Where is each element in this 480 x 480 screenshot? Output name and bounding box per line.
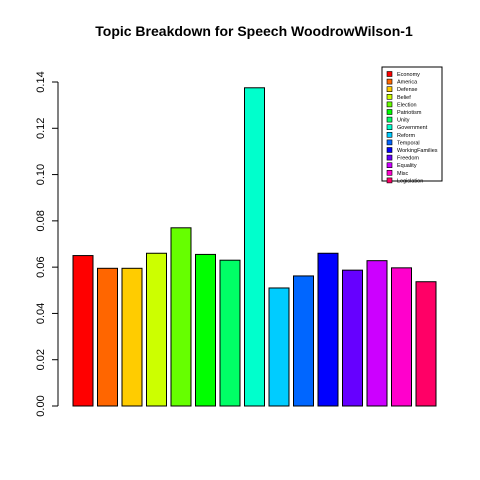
bar-workingfamilies [317,252,339,407]
bar-reform [268,287,290,407]
legend-label: Unity [397,118,410,124]
y-tick-label: 0.12 [35,118,47,139]
legend-label: WorkingFamilies [397,148,438,154]
chart-title: Topic Breakdown for Speech WoodrowWilson… [95,23,413,39]
bar-defense [121,267,143,407]
legend-label: Defense [397,87,418,93]
y-tick-label: 0.06 [35,256,47,277]
y-tick-label: 0.04 [35,303,47,324]
legend-swatch [386,109,393,115]
bars [72,87,437,407]
legend-label: Temporal [397,140,420,146]
bar-equality [366,260,388,407]
bar-election [170,227,192,407]
legend-label: Belief [397,95,411,101]
legend-swatch [386,94,393,100]
legend-swatch [386,154,393,161]
legend-swatch [386,162,393,168]
legend-label: Reform [397,133,415,139]
legend-box [381,66,443,182]
legend-swatch [386,78,393,85]
legend-swatch [386,170,393,176]
bar-misc [391,267,412,407]
y-tick-label: 0.02 [35,349,47,370]
legend-swatch [386,86,393,92]
bar-temporal [293,275,314,407]
legend-swatch [386,101,393,108]
y-tick-label: 0.14 [35,71,47,92]
bar-freedom [342,269,363,407]
y-tick-label: 0.00 [35,395,47,416]
legend-label: Equality [397,163,417,169]
legend-label: Misc [397,171,409,177]
bar-government [244,87,265,407]
legend-label: Government [397,125,428,131]
legend-swatch [386,132,393,138]
bar-belief [146,252,167,407]
y-tick-label: 0.10 [35,164,47,185]
legend-swatch [386,71,393,77]
bar-legislation [415,281,437,407]
legend-label: Election [397,102,417,108]
legend-swatch [386,147,393,153]
y-axis: 0.00 0.02 0.04 0.06 0.08 0.10 0.12 0.14 [35,71,59,417]
legend-swatch [386,116,393,123]
y-tick-label: 0.08 [35,210,47,231]
legend-swatch [386,177,393,184]
legend-swatch [386,124,393,130]
legend-label: Freedom [397,156,419,162]
legend-label: Economy [397,72,420,78]
bar-economy [72,255,94,407]
bar-america [97,267,118,407]
legend-label: Legislation [397,178,423,184]
legend-label: America [397,80,418,86]
bar-unity [219,259,241,407]
bar-patriotism [195,253,216,407]
legend-swatch [386,139,393,146]
legend-label: Patriotism [397,110,422,116]
